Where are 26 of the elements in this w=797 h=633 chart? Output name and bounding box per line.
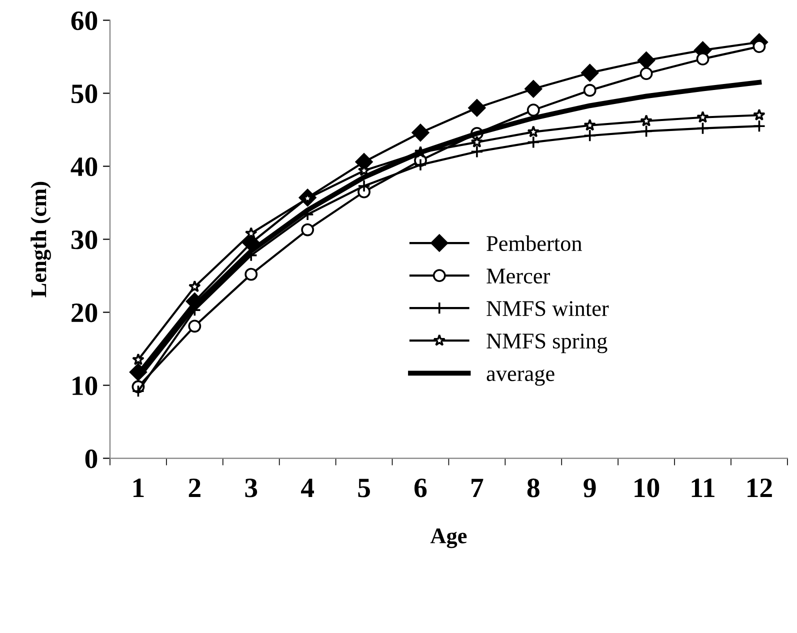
x-tick-label: 11 [692,478,714,498]
legend-label: Pemberton [486,235,582,252]
x-tick-label: 6 [414,478,427,498]
x-tick-label: 2 [188,478,200,498]
x-tick-label: 3 [245,478,258,498]
y-axis-title: Length (cm) [30,182,51,298]
y-tick-label: 50 [72,84,98,104]
x-tick-label: 12 [748,478,772,498]
x-tick-label: 4 [301,478,314,498]
legend-label: average [486,370,554,386]
x-tick-label: 10 [634,478,660,498]
x-axis-title: Age [430,528,467,548]
y-tick-label: 60 [71,11,98,30]
y-tick-label: 20 [72,303,98,322]
x-tick-label: 9 [584,478,596,498]
y-tick-label: 0 [85,449,98,468]
x-tick-label: 8 [527,478,540,498]
legend-label: Mercer [486,268,550,284]
legend-label: NMFS winter [486,301,609,316]
x-tick-label: 5 [358,478,370,498]
y-tick-label: 30 [71,230,98,250]
y-tick-label: 10 [72,376,98,396]
legend-label: NMFS spring [486,334,608,354]
x-tick-label: 1 [133,478,144,498]
y-tick-label: 40 [70,157,98,176]
x-tick-label: 7 [472,478,484,498]
